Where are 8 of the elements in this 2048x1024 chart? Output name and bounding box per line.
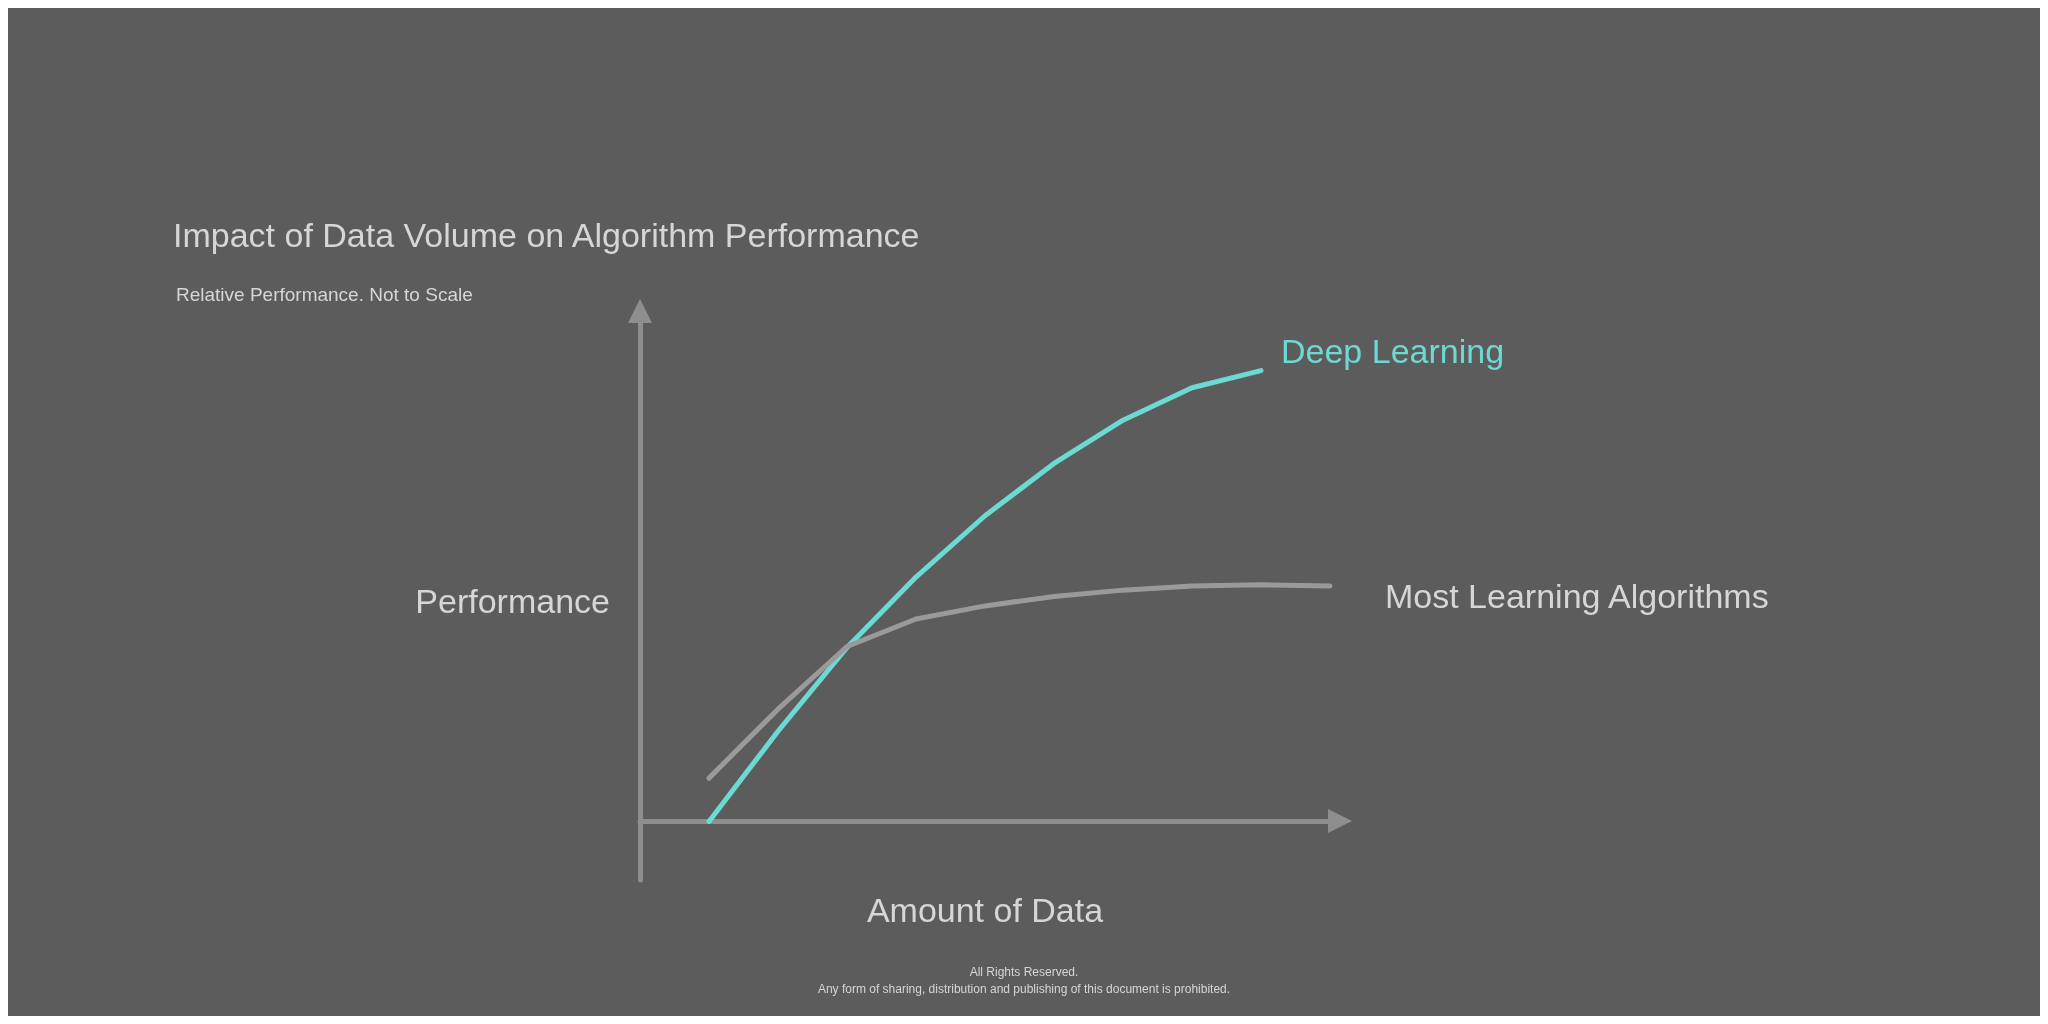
text: Any form of sharing, distribution and publishing of this document is prohibited. <box>817 982 1231 996</box>
x-axis-title: Amount of Data <box>866 890 1104 929</box>
y-axis-title: Performance <box>415 581 610 620</box>
text: Relative Performance. Not to Scale <box>176 284 473 305</box>
text: All Rights Reserved. <box>969 965 1079 979</box>
chart-title: Impact of Data Volume on Algorithm Performance <box>173 216 920 254</box>
series-label: Most Learning Algorithms <box>1385 577 1769 616</box>
series-label: Deep Learning <box>1281 331 1505 370</box>
